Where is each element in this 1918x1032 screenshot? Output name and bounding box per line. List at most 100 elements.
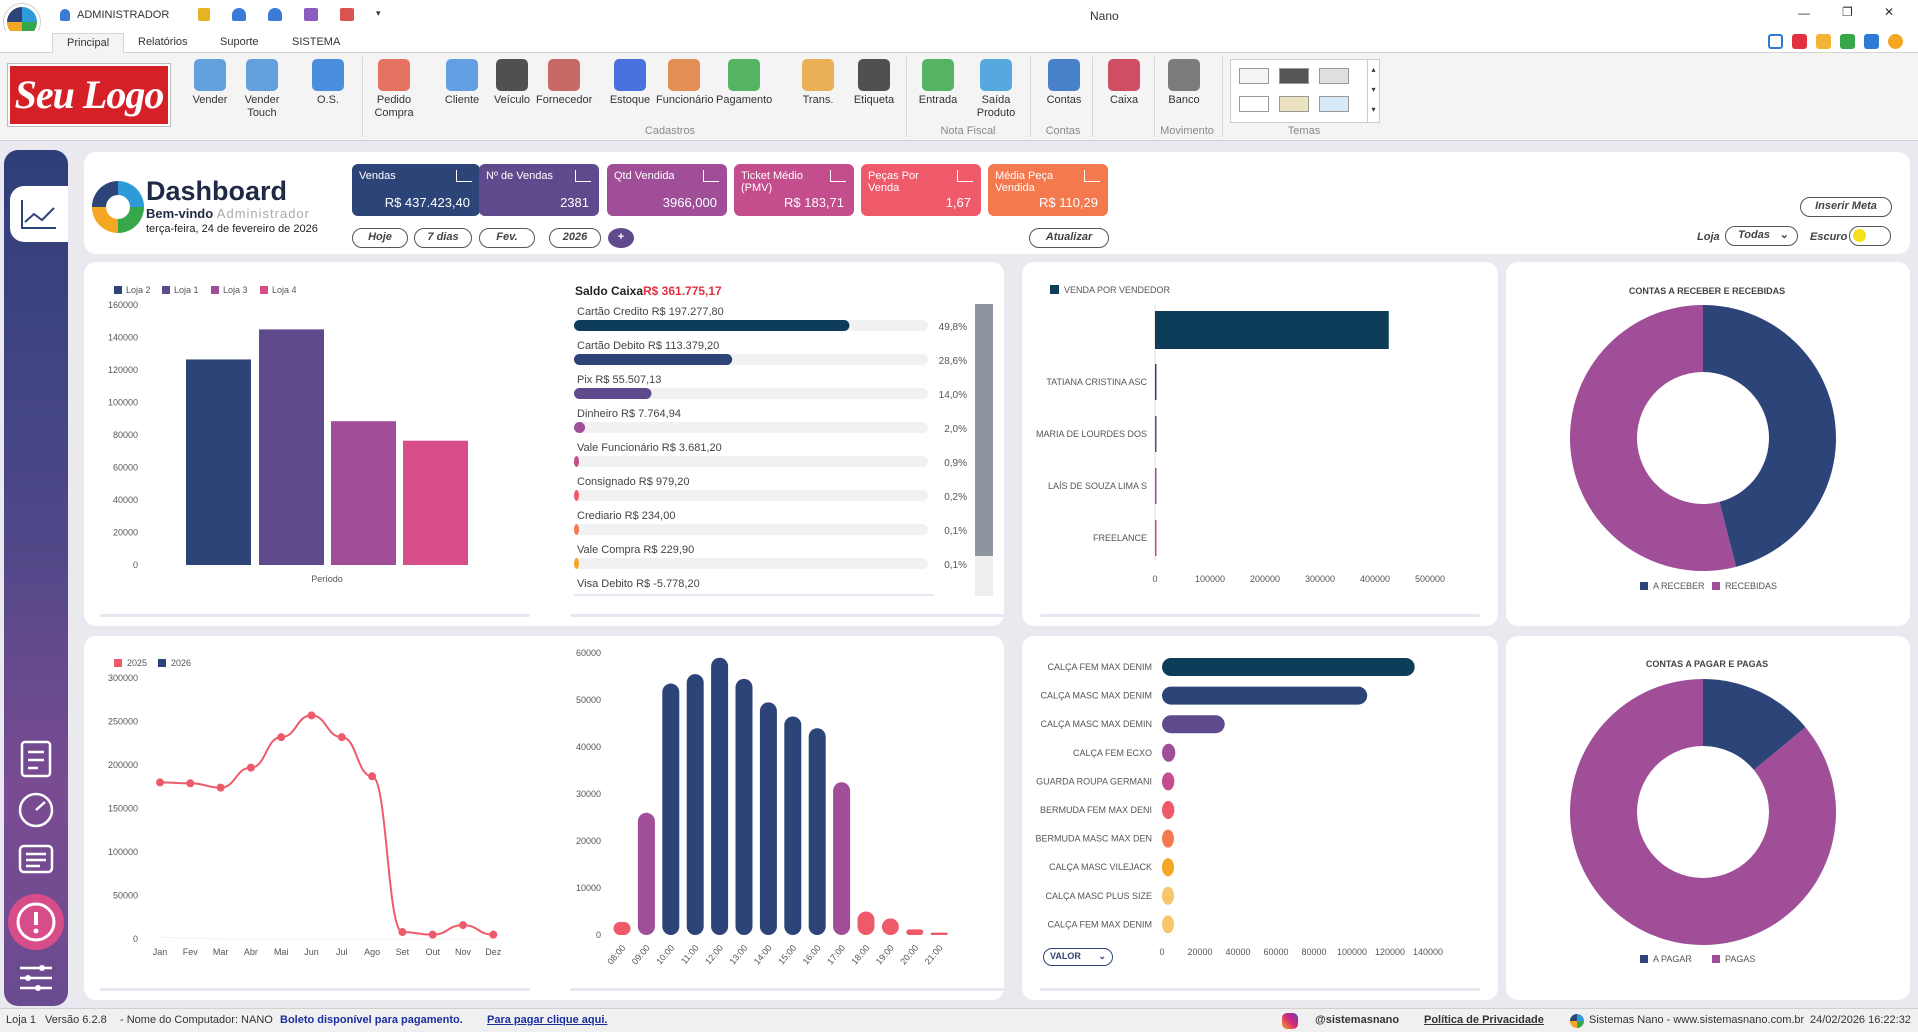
kpi-card-3[interactable]: Ticket Médio (PMV) R$ 183,71 (734, 164, 854, 216)
legend-label: Loja 3 (223, 285, 248, 295)
grid-icon[interactable] (1792, 34, 1807, 49)
scroll-track[interactable] (100, 614, 530, 617)
ribbon-button-3[interactable]: Pedido Compra (366, 59, 422, 120)
ribbon-button-10[interactable]: Trans. (790, 59, 846, 107)
ribbon-icon-15 (1108, 59, 1140, 91)
kpi-card-1[interactable]: Nº de Vendas 2381 (479, 164, 599, 216)
theme-white[interactable] (1239, 96, 1269, 112)
ribbon-button-5[interactable]: Veículo (484, 59, 540, 107)
theme-gray[interactable] (1319, 68, 1349, 84)
inserir-meta-button[interactable]: Inserir Meta (1800, 197, 1892, 217)
ribbon-button-9[interactable]: Pagamento (716, 59, 772, 107)
hand-icon[interactable] (1816, 34, 1831, 49)
themes-gallery[interactable]: ▴ ▾ ▾ (1230, 59, 1380, 123)
status-politica-link[interactable]: Política de Privacidade (1424, 1014, 1544, 1026)
saldo-bar (574, 490, 579, 501)
ribbon-button-7[interactable]: Estoque (602, 59, 658, 107)
ribbon-button-0[interactable]: Vender (182, 59, 238, 107)
series-2025-point (186, 779, 195, 788)
transfer-icon[interactable] (304, 8, 318, 21)
status-pagar-link[interactable]: Para pagar clique aqui. (487, 1014, 608, 1026)
kpi-card-5[interactable]: Média Peça Vendida R$ 110,29 (988, 164, 1108, 216)
instagram-icon[interactable] (1282, 1013, 1298, 1029)
loja-select[interactable]: Todas ⌄ (1725, 226, 1798, 246)
lock-icon[interactable] (198, 8, 210, 21)
tab-principal[interactable]: Principal (52, 33, 125, 54)
theme-blue[interactable] (1319, 96, 1349, 112)
saldo-bar (574, 320, 850, 331)
saldo-pct: 0,9% (944, 458, 967, 469)
kpi-card-0[interactable]: Vendas R$ 437.423,40 (352, 164, 480, 216)
minimize-button[interactable]: — (1798, 6, 1810, 20)
ribbon-button-1[interactable]: Vender Touch (234, 59, 290, 120)
network-icon[interactable] (1840, 34, 1855, 49)
saldo-bar (574, 558, 579, 569)
sliders-icon[interactable] (14, 958, 58, 998)
theme-light[interactable] (1239, 68, 1269, 84)
speedometer-icon[interactable] (14, 788, 58, 832)
ribbon-button-16[interactable]: Banco (1156, 59, 1212, 107)
scroll-track[interactable] (570, 988, 1005, 991)
ribbon-label-9: Pagamento (716, 94, 773, 106)
quick-access-dropdown-icon[interactable]: ▾ (376, 8, 381, 18)
ribbon-button-13[interactable]: Saída Produto (968, 59, 1024, 120)
ribbon-button-2[interactable]: O.S. (300, 59, 356, 107)
scroll-track[interactable] (570, 614, 1005, 617)
filter-3[interactable]: 2026 (549, 228, 601, 248)
y-tick-label: 120000 (108, 365, 138, 375)
ribbon-button-6[interactable]: Fornecedor (536, 59, 592, 107)
theme-dark[interactable] (1279, 68, 1309, 84)
x-axis-label: Período (311, 574, 343, 584)
category-label: TATIANA CRISTINA ASC (1046, 377, 1147, 387)
ribbon-label-5: Veículo (493, 94, 531, 106)
filter-2[interactable]: Fev. (479, 228, 535, 248)
scroll-track[interactable] (1040, 614, 1480, 617)
calendar-icon[interactable] (340, 8, 354, 21)
scroll-track[interactable] (100, 988, 530, 991)
dark-mode-toggle[interactable] (1849, 226, 1891, 246)
saldo-scroll-thumb[interactable] (975, 304, 993, 556)
y-tick-label: 300000 (108, 673, 138, 683)
valor-select[interactable]: VALOR ⌄ (1043, 948, 1113, 966)
ribbon-label-1: Vender Touch (244, 94, 280, 119)
theme-beige[interactable] (1279, 96, 1309, 112)
refresh-icon[interactable] (1768, 34, 1783, 49)
filter-1[interactable]: 7 dias (414, 228, 472, 248)
maximize-button[interactable]: ❐ (1842, 5, 1853, 19)
receipt-icon[interactable] (14, 838, 58, 882)
clipboard-icon[interactable] (14, 736, 58, 780)
tab-suporte[interactable]: Suporte (220, 36, 259, 48)
kpi-card-4[interactable]: Peças Por Venda 1,67 (861, 164, 981, 216)
x-tick-label: Fev (183, 947, 199, 957)
status-instagram[interactable]: @sistemasnano (1315, 1014, 1400, 1026)
x-tick-label: Dez (485, 947, 502, 957)
filter-4[interactable]: + (608, 228, 634, 248)
x-tick-label: Jan (153, 947, 168, 957)
kpi-card-2[interactable]: Qtd Vendida 3966,000 (607, 164, 727, 216)
tab-sistema[interactable]: SISTEMA (292, 36, 341, 48)
tab-relatorios[interactable]: Relatórios (138, 36, 188, 48)
x-tick-label: 500000 (1415, 574, 1445, 584)
ribbon-button-8[interactable]: Funcionário (656, 59, 713, 107)
users-icon[interactable] (268, 8, 282, 21)
alert-button[interactable] (8, 894, 64, 950)
ribbon-button-14[interactable]: Contas (1036, 59, 1092, 107)
atualizar-button[interactable]: Atualizar (1029, 228, 1109, 248)
close-button[interactable]: ✕ (1884, 5, 1895, 19)
power-icon[interactable] (1888, 34, 1903, 49)
donut-slice-A RECEBER (1703, 305, 1836, 567)
monitor-icon[interactable] (1864, 34, 1879, 49)
scroll-track[interactable] (1040, 988, 1480, 991)
y-tick-label: 100000 (108, 847, 138, 857)
filter-0[interactable]: Hoje (352, 228, 408, 248)
vendedor-bar (1155, 364, 1157, 400)
ribbon-button-12[interactable]: Entrada (910, 59, 966, 107)
ribbon-button-4[interactable]: Cliente (434, 59, 490, 107)
saldo-track (574, 388, 928, 399)
category-label: CALÇA FEM MAX DENIM (1047, 919, 1152, 929)
ribbon-button-15[interactable]: Caixa (1096, 59, 1152, 107)
sidebar-dashboard-tab[interactable] (10, 186, 68, 242)
user-add-icon[interactable] (232, 8, 246, 21)
ribbon-button-11[interactable]: Etiqueta (846, 59, 902, 107)
themes-scroll[interactable]: ▴ ▾ ▾ (1367, 60, 1379, 122)
